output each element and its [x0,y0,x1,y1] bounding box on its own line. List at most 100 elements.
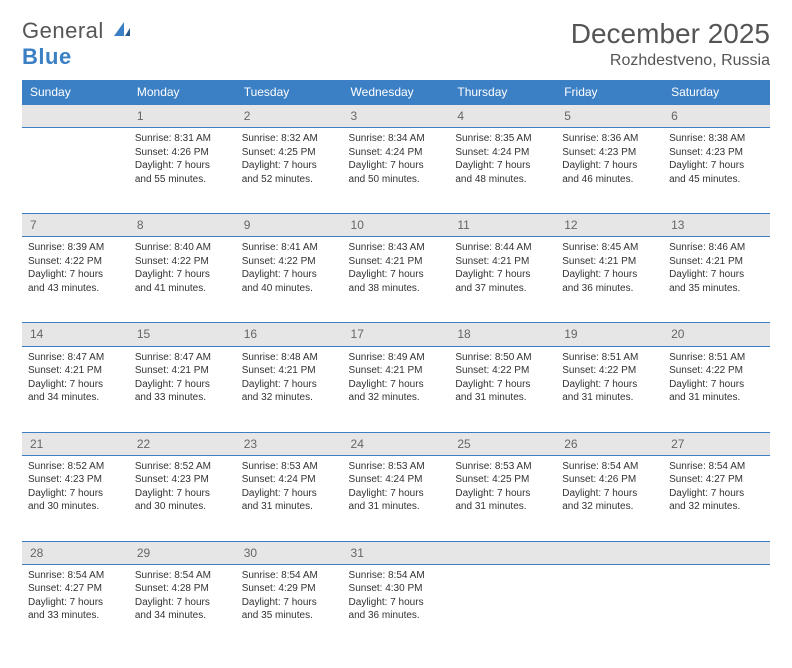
d2-text: and 31 minutes. [455,391,550,405]
d2-text: and 30 minutes. [28,500,123,514]
sunrise-text: Sunrise: 8:53 AM [349,460,444,474]
d2-text: and 46 minutes. [562,173,657,187]
d1-text: Daylight: 7 hours [28,596,123,610]
day-cell: Sunrise: 8:47 AMSunset: 4:21 PMDaylight:… [129,346,236,432]
d1-text: Daylight: 7 hours [669,159,764,173]
day-cell: Sunrise: 8:53 AMSunset: 4:24 PMDaylight:… [343,455,450,541]
sunrise-text: Sunrise: 8:53 AM [242,460,337,474]
d1-text: Daylight: 7 hours [562,378,657,392]
sunset-text: Sunset: 4:21 PM [455,255,550,269]
sunrise-text: Sunrise: 8:54 AM [242,569,337,583]
d2-text: and 32 minutes. [669,500,764,514]
d1-text: Daylight: 7 hours [349,378,444,392]
day-cell [22,128,129,214]
d2-text: and 50 minutes. [349,173,444,187]
sunrise-text: Sunrise: 8:54 AM [562,460,657,474]
sunset-text: Sunset: 4:21 PM [349,255,444,269]
location: Rozhdestveno, Russia [571,52,770,70]
sunset-text: Sunset: 4:21 PM [28,364,123,378]
day-cell: Sunrise: 8:52 AMSunset: 4:23 PMDaylight:… [22,455,129,541]
d1-text: Daylight: 7 hours [135,159,230,173]
day-cell: Sunrise: 8:51 AMSunset: 4:22 PMDaylight:… [556,346,663,432]
sunrise-text: Sunrise: 8:40 AM [135,241,230,255]
d1-text: Daylight: 7 hours [135,268,230,282]
sunrise-text: Sunrise: 8:52 AM [28,460,123,474]
weekday-header: Saturday [663,80,770,105]
d2-text: and 33 minutes. [28,609,123,623]
sunrise-text: Sunrise: 8:49 AM [349,351,444,365]
day-cell: Sunrise: 8:46 AMSunset: 4:21 PMDaylight:… [663,237,770,323]
d2-text: and 36 minutes. [349,609,444,623]
d2-text: and 32 minutes. [242,391,337,405]
sunset-text: Sunset: 4:30 PM [349,582,444,596]
d1-text: Daylight: 7 hours [242,268,337,282]
day-cell: Sunrise: 8:31 AMSunset: 4:26 PMDaylight:… [129,128,236,214]
d2-text: and 36 minutes. [562,282,657,296]
weekday-header: Monday [129,80,236,105]
sail-icon [112,20,132,38]
weekday-header: Wednesday [343,80,450,105]
d2-text: and 31 minutes. [455,500,550,514]
sunrise-text: Sunrise: 8:35 AM [455,132,550,146]
d1-text: Daylight: 7 hours [135,596,230,610]
day-number: 27 [663,432,770,455]
sunset-text: Sunset: 4:22 PM [669,364,764,378]
calendar-table: SundayMondayTuesdayWednesdayThursdayFrid… [22,80,770,650]
daynum-row: 78910111213 [22,214,770,237]
day-cell: Sunrise: 8:53 AMSunset: 4:25 PMDaylight:… [449,455,556,541]
day-number [556,541,663,564]
sunset-text: Sunset: 4:26 PM [135,146,230,160]
d2-text: and 30 minutes. [135,500,230,514]
sunset-text: Sunset: 4:25 PM [242,146,337,160]
header: General Blue December 2025 Rozhdestveno,… [22,18,770,70]
sunrise-text: Sunrise: 8:39 AM [28,241,123,255]
day-number [22,105,129,128]
day-cell [663,564,770,650]
day-number: 10 [343,214,450,237]
title-block: December 2025 Rozhdestveno, Russia [571,18,770,70]
day-number: 25 [449,432,556,455]
d2-text: and 38 minutes. [349,282,444,296]
sunset-text: Sunset: 4:22 PM [28,255,123,269]
day-cell: Sunrise: 8:48 AMSunset: 4:21 PMDaylight:… [236,346,343,432]
sunrise-text: Sunrise: 8:32 AM [242,132,337,146]
sunset-text: Sunset: 4:21 PM [669,255,764,269]
d1-text: Daylight: 7 hours [28,487,123,501]
day-number: 5 [556,105,663,128]
sunrise-text: Sunrise: 8:52 AM [135,460,230,474]
day-cell: Sunrise: 8:54 AMSunset: 4:27 PMDaylight:… [22,564,129,650]
sunset-text: Sunset: 4:25 PM [455,473,550,487]
day-cell: Sunrise: 8:35 AMSunset: 4:24 PMDaylight:… [449,128,556,214]
d1-text: Daylight: 7 hours [562,268,657,282]
day-number: 18 [449,323,556,346]
d1-text: Daylight: 7 hours [669,268,764,282]
day-number: 1 [129,105,236,128]
day-number: 12 [556,214,663,237]
d1-text: Daylight: 7 hours [242,378,337,392]
weekday-header: Sunday [22,80,129,105]
day-number: 4 [449,105,556,128]
weekday-header-row: SundayMondayTuesdayWednesdayThursdayFrid… [22,80,770,105]
day-number: 23 [236,432,343,455]
day-number: 2 [236,105,343,128]
d2-text: and 31 minutes. [669,391,764,405]
day-number: 16 [236,323,343,346]
day-number: 13 [663,214,770,237]
d1-text: Daylight: 7 hours [242,596,337,610]
day-number [449,541,556,564]
sunrise-text: Sunrise: 8:43 AM [349,241,444,255]
d1-text: Daylight: 7 hours [349,268,444,282]
d2-text: and 48 minutes. [455,173,550,187]
d1-text: Daylight: 7 hours [242,487,337,501]
d2-text: and 52 minutes. [242,173,337,187]
d1-text: Daylight: 7 hours [455,378,550,392]
day-cell: Sunrise: 8:36 AMSunset: 4:23 PMDaylight:… [556,128,663,214]
sunrise-text: Sunrise: 8:47 AM [28,351,123,365]
day-number: 22 [129,432,236,455]
sunset-text: Sunset: 4:26 PM [562,473,657,487]
d1-text: Daylight: 7 hours [349,487,444,501]
sunset-text: Sunset: 4:21 PM [135,364,230,378]
logo: General Blue [22,18,132,70]
day-cell [449,564,556,650]
day-number: 17 [343,323,450,346]
